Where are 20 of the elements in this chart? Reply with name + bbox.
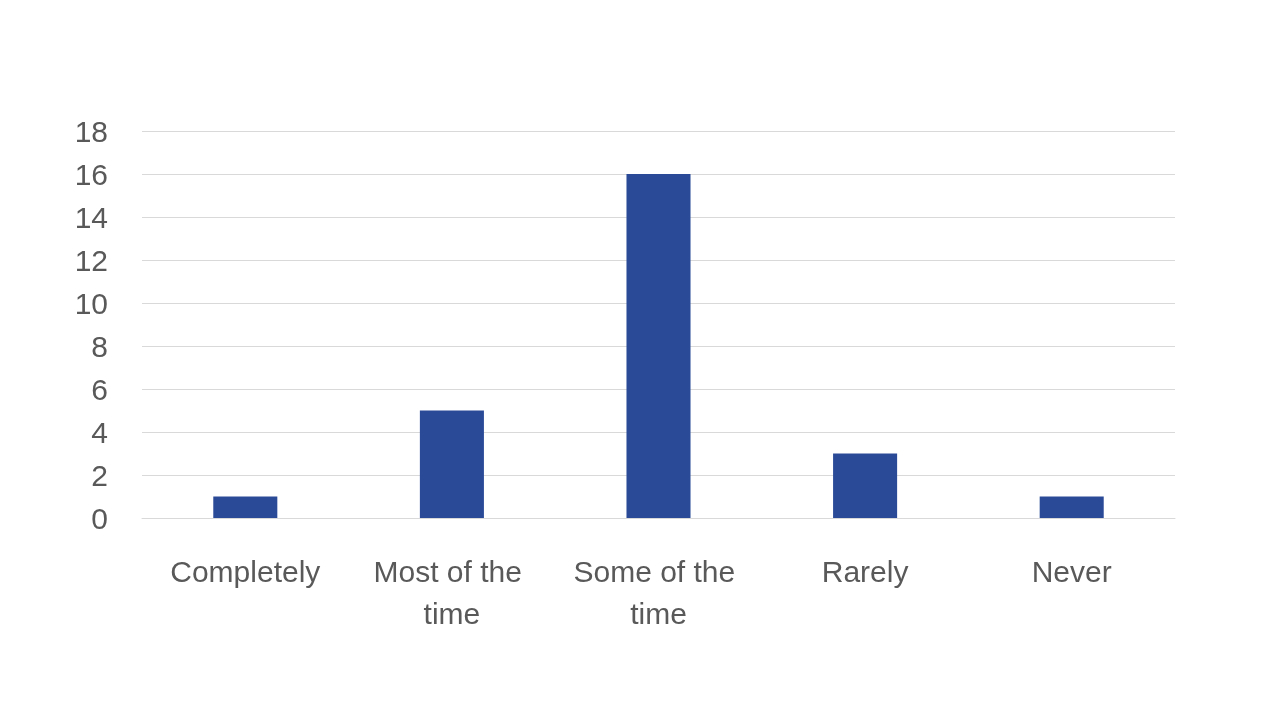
x-tick-label: Some of the time	[573, 554, 744, 630]
bar	[626, 174, 691, 518]
y-tick-label: 16	[74, 157, 108, 191]
x-tick-label: Rarely	[821, 554, 909, 588]
y-tick-label: 10	[74, 286, 108, 320]
y-tick-label: 8	[91, 329, 108, 363]
bar	[419, 410, 484, 518]
y-tick-label: 6	[91, 372, 108, 406]
y-tick-label: 0	[91, 501, 108, 535]
x-tick-label: Most of the time	[373, 554, 531, 630]
y-tick-label: 2	[91, 458, 108, 492]
bar	[833, 453, 898, 518]
y-tick-label: 4	[91, 415, 108, 449]
bar	[1039, 496, 1104, 518]
y-tick-label: 18	[74, 114, 108, 148]
y-tick-label: 14	[74, 200, 108, 234]
bar	[213, 496, 278, 518]
x-tick-label: Completely	[170, 554, 321, 588]
y-tick-label: 12	[74, 243, 108, 277]
x-tick-label: Never	[1031, 554, 1112, 588]
